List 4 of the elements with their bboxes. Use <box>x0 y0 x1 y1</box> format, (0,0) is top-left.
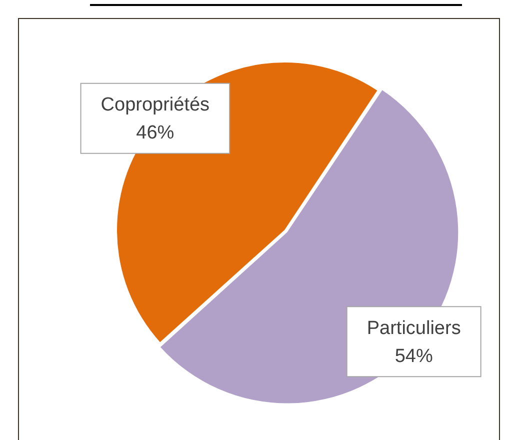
data-label: 46% <box>136 122 174 144</box>
slice-label: Copropriétés <box>100 94 210 116</box>
data-label: 54% <box>394 346 433 367</box>
slice-label: Particuliers <box>366 318 461 339</box>
